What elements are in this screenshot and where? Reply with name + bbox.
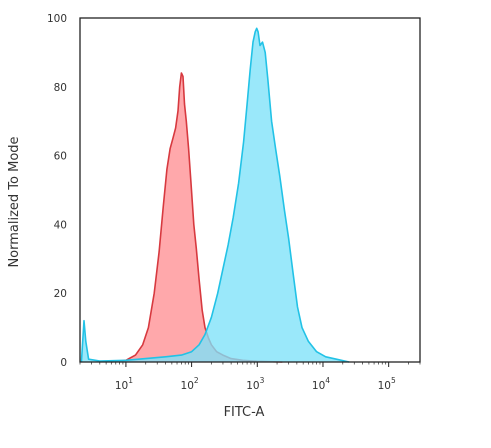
y-tick-label: 0 <box>60 357 67 369</box>
y-tick-label: 60 <box>54 151 67 163</box>
x-tick-label: 104 <box>312 376 330 392</box>
x-tick-label: 101 <box>115 376 133 392</box>
x-axis-label: FITC-A <box>224 405 265 420</box>
x-tick-label: 105 <box>378 376 396 392</box>
series-1-area <box>111 73 283 362</box>
y-tick-label: 20 <box>54 288 67 300</box>
x-axis-ticks: 101 102 103 104 105 <box>79 362 421 392</box>
y-tick-label: 80 <box>54 82 67 94</box>
x-tick-label: 103 <box>246 376 264 392</box>
series-2-area <box>81 28 350 363</box>
y-axis-label: Normalized To Mode <box>7 136 22 267</box>
series-layer <box>80 27 350 363</box>
y-axis-ticks: 0 20 40 60 80 100 <box>47 13 67 369</box>
x-tick-label: 102 <box>181 376 199 392</box>
series-2-line <box>80 27 350 363</box>
plot-frame <box>79 17 421 363</box>
y-tick-label: 40 <box>54 219 67 231</box>
y-tick-label: 100 <box>47 13 67 25</box>
